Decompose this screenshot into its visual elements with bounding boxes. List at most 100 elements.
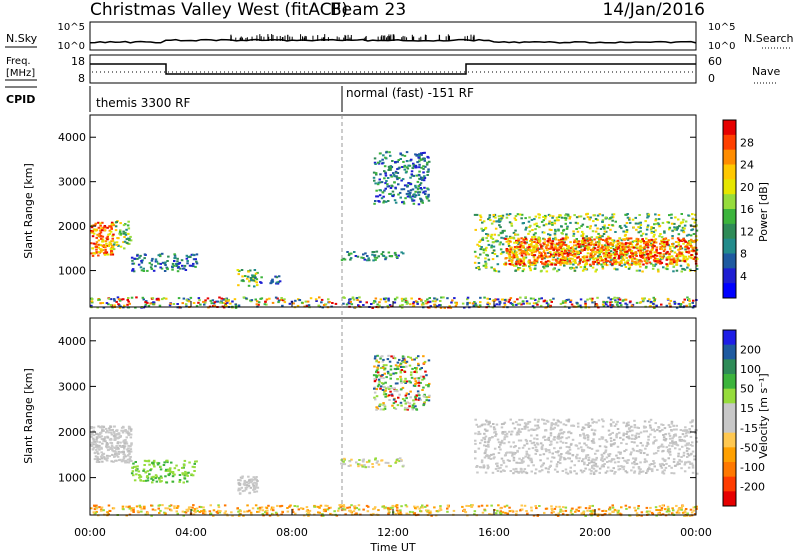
scatter-cell	[192, 253, 195, 256]
scatter-cell	[539, 243, 542, 246]
scatter-cell	[548, 237, 551, 240]
scatter-cell	[587, 422, 590, 425]
scatter-cell	[417, 194, 421, 196]
scatter-cell	[594, 241, 598, 244]
scatter-cell	[549, 426, 553, 429]
scatter-cell	[492, 245, 496, 248]
scatter-cell	[276, 297, 279, 300]
scatter-cell	[382, 358, 385, 361]
scatter-cell	[563, 217, 567, 219]
scatter-cell	[378, 404, 382, 407]
scatter-cell	[607, 235, 610, 238]
scatter-cell	[504, 262, 508, 265]
scatter-cell	[506, 459, 510, 462]
scatter-cell	[668, 465, 671, 467]
scatter-cell	[585, 454, 588, 457]
scatter-cell	[156, 463, 160, 466]
scatter-cell	[634, 434, 637, 437]
scatter-cell	[527, 429, 530, 432]
scatter-cell	[486, 303, 489, 306]
scatter-cell	[638, 449, 642, 451]
scatter-cell	[388, 388, 391, 390]
scatter-cell	[543, 263, 546, 266]
scatter-cell	[675, 306, 679, 309]
scatter-cell	[132, 270, 136, 273]
scatter-cell	[159, 468, 163, 471]
scatter-cell	[425, 396, 429, 399]
scatter-cell	[666, 297, 670, 300]
scatter-cell	[594, 458, 598, 461]
scatter-cell	[604, 244, 607, 247]
scatter-cell	[399, 401, 403, 404]
scatter-cell	[563, 261, 567, 264]
scatter-cell	[513, 241, 516, 244]
scatter-cell	[492, 453, 495, 456]
scatter-cell	[363, 258, 366, 261]
scatter-cell	[125, 441, 128, 444]
scatter-cell	[572, 232, 576, 235]
scatter-cell	[257, 510, 261, 513]
scatter-cell	[93, 440, 97, 443]
scatter-cell	[376, 183, 380, 186]
scatter-cell	[615, 261, 619, 264]
scatter-cell	[375, 370, 378, 373]
scatter-cell	[605, 239, 608, 242]
scatter-cell	[110, 250, 114, 253]
scatter-cell	[519, 462, 522, 464]
scatter-cell	[483, 428, 487, 431]
scatter-cell	[394, 364, 398, 367]
scatter-cell	[106, 511, 109, 514]
scatter-cell	[501, 214, 505, 217]
scatter-cell	[354, 255, 358, 257]
scatter-cell	[609, 250, 613, 253]
scatter-cell	[596, 263, 599, 266]
scatter-cell	[587, 459, 590, 462]
scatter-cell	[652, 230, 656, 233]
scatter-cell	[508, 263, 511, 265]
scatter-cell	[171, 268, 174, 271]
scatter-cell	[480, 461, 484, 464]
scatter-cell	[134, 461, 137, 463]
scatter-cell	[222, 301, 225, 304]
scatter-cell	[192, 258, 196, 261]
scatter-cell	[677, 218, 680, 221]
scatter-cell	[413, 193, 416, 196]
scatter-cell	[122, 439, 126, 442]
scatter-cell	[374, 182, 377, 185]
scatter-cell	[552, 456, 556, 459]
scatter-cell	[589, 242, 593, 245]
scatter-cell	[92, 443, 96, 446]
scatter-cell	[422, 171, 425, 174]
scatter-cell	[550, 460, 553, 463]
station-title: Christmas Valley West (fitACF)	[90, 0, 348, 20]
scatter-cell	[177, 297, 181, 300]
scatter-cell	[621, 257, 625, 260]
scatter-cell	[106, 244, 109, 247]
scatter-cell	[387, 185, 391, 188]
scatter-cell	[557, 219, 560, 222]
scatter-cell	[150, 259, 154, 262]
scatter-cell	[117, 244, 120, 247]
scatter-cell	[595, 260, 599, 263]
scatter-cell	[633, 240, 636, 242]
scatter-cell	[550, 221, 554, 224]
scatter-cell	[594, 452, 597, 455]
scatter-cell	[562, 456, 566, 459]
scatter-cell	[565, 251, 569, 254]
scatter-cell	[218, 296, 221, 299]
scatter-cell	[528, 248, 532, 251]
scatter-cell	[173, 467, 177, 470]
scatter-cell	[692, 258, 695, 260]
scatter-cell	[128, 238, 131, 241]
scatter-cell	[279, 299, 283, 301]
scatter-cell	[672, 435, 675, 438]
scatter-cell	[639, 451, 643, 454]
scatter-cell	[204, 510, 207, 513]
scatter-cell	[485, 246, 488, 249]
velocity-panel-frame	[90, 318, 696, 515]
scatter-cell	[128, 239, 131, 242]
scatter-cell	[677, 243, 681, 246]
scatter-cell	[404, 361, 408, 364]
scatter-cell	[641, 297, 644, 300]
scatter-cell	[93, 224, 97, 227]
